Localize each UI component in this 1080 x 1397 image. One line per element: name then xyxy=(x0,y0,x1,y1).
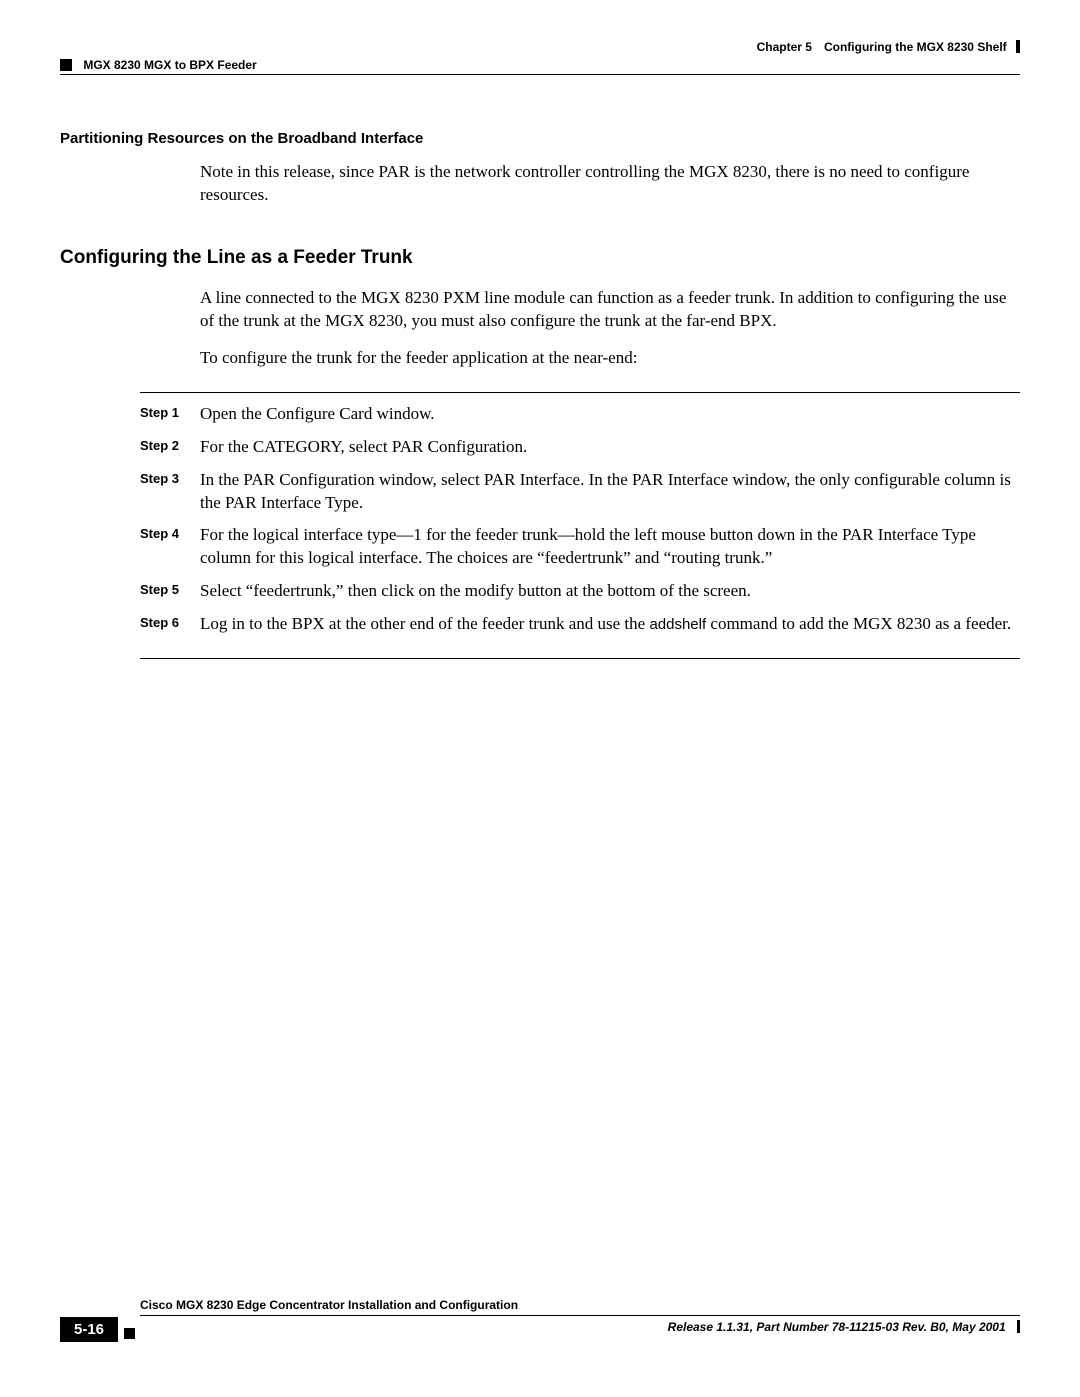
page: Chapter 5 Configuring the MGX 8230 Shelf… xyxy=(60,40,1020,1360)
step-label: Step 5 xyxy=(140,580,200,603)
paragraph: A line connected to the MGX 8230 PXM lin… xyxy=(200,287,1020,333)
steps-list: Step 1Open the Configure Card window.Ste… xyxy=(140,403,1020,637)
step-label: Step 3 xyxy=(140,469,200,515)
header-rule xyxy=(60,74,1020,75)
step-row: Step 5Select “feedertrunk,” then click o… xyxy=(140,580,1020,603)
command-name: addshelf xyxy=(649,616,706,633)
footer-release-text: Release 1.1.31, Part Number 78-11215-03 … xyxy=(668,1320,1006,1334)
footer-bar-icon xyxy=(1017,1320,1020,1333)
header-bar-icon xyxy=(1016,40,1020,53)
step-row: Step 3In the PAR Configuration window, s… xyxy=(140,469,1020,515)
section-label: MGX 8230 MGX to BPX Feeder xyxy=(83,58,256,72)
step-row: Step 1Open the Configure Card window. xyxy=(140,403,1020,426)
step-label: Step 4 xyxy=(140,524,200,570)
running-header-left: MGX 8230 MGX to BPX Feeder xyxy=(60,58,257,72)
paragraph: Note in this release, since PAR is the n… xyxy=(200,161,1020,207)
heading-configuring-line: Configuring the Line as a Feeder Trunk xyxy=(60,247,1020,269)
paragraph: To configure the trunk for the feeder ap… xyxy=(200,347,1020,370)
header-square-icon xyxy=(60,59,72,71)
chapter-label: Chapter 5 Configuring the MGX 8230 Shelf xyxy=(757,40,1007,54)
footer-rule xyxy=(140,1315,1020,1316)
footer-release: Release 1.1.31, Part Number 78-11215-03 … xyxy=(668,1320,1020,1334)
step-text: For the CATEGORY, select PAR Configurati… xyxy=(200,436,1020,459)
step-text: Log in to the BPX at the other end of th… xyxy=(200,613,1020,636)
step-text: Select “feedertrunk,” then click on the … xyxy=(200,580,1020,603)
content-body: Partitioning Resources on the Broadband … xyxy=(60,130,1020,669)
footer-square-icon xyxy=(124,1328,135,1339)
steps-bottom-rule xyxy=(140,658,1020,659)
footer-doc-title: Cisco MGX 8230 Edge Concentrator Install… xyxy=(140,1298,518,1312)
step-text: For the logical interface type—1 for the… xyxy=(200,524,1020,570)
step-label: Step 1 xyxy=(140,403,200,426)
running-header-right: Chapter 5 Configuring the MGX 8230 Shelf xyxy=(757,40,1020,54)
step-row: Step 2For the CATEGORY, select PAR Confi… xyxy=(140,436,1020,459)
step-label: Step 2 xyxy=(140,436,200,459)
step-text: In the PAR Configuration window, select … xyxy=(200,469,1020,515)
step-row: Step 4For the logical interface type—1 f… xyxy=(140,524,1020,570)
step-row: Step 6Log in to the BPX at the other end… xyxy=(140,613,1020,636)
steps-top-rule xyxy=(140,392,1020,393)
step-label: Step 6 xyxy=(140,613,200,636)
heading-partitioning: Partitioning Resources on the Broadband … xyxy=(60,130,1020,147)
page-number: 5-16 xyxy=(60,1317,118,1342)
step-text: Open the Configure Card window. xyxy=(200,403,1020,426)
